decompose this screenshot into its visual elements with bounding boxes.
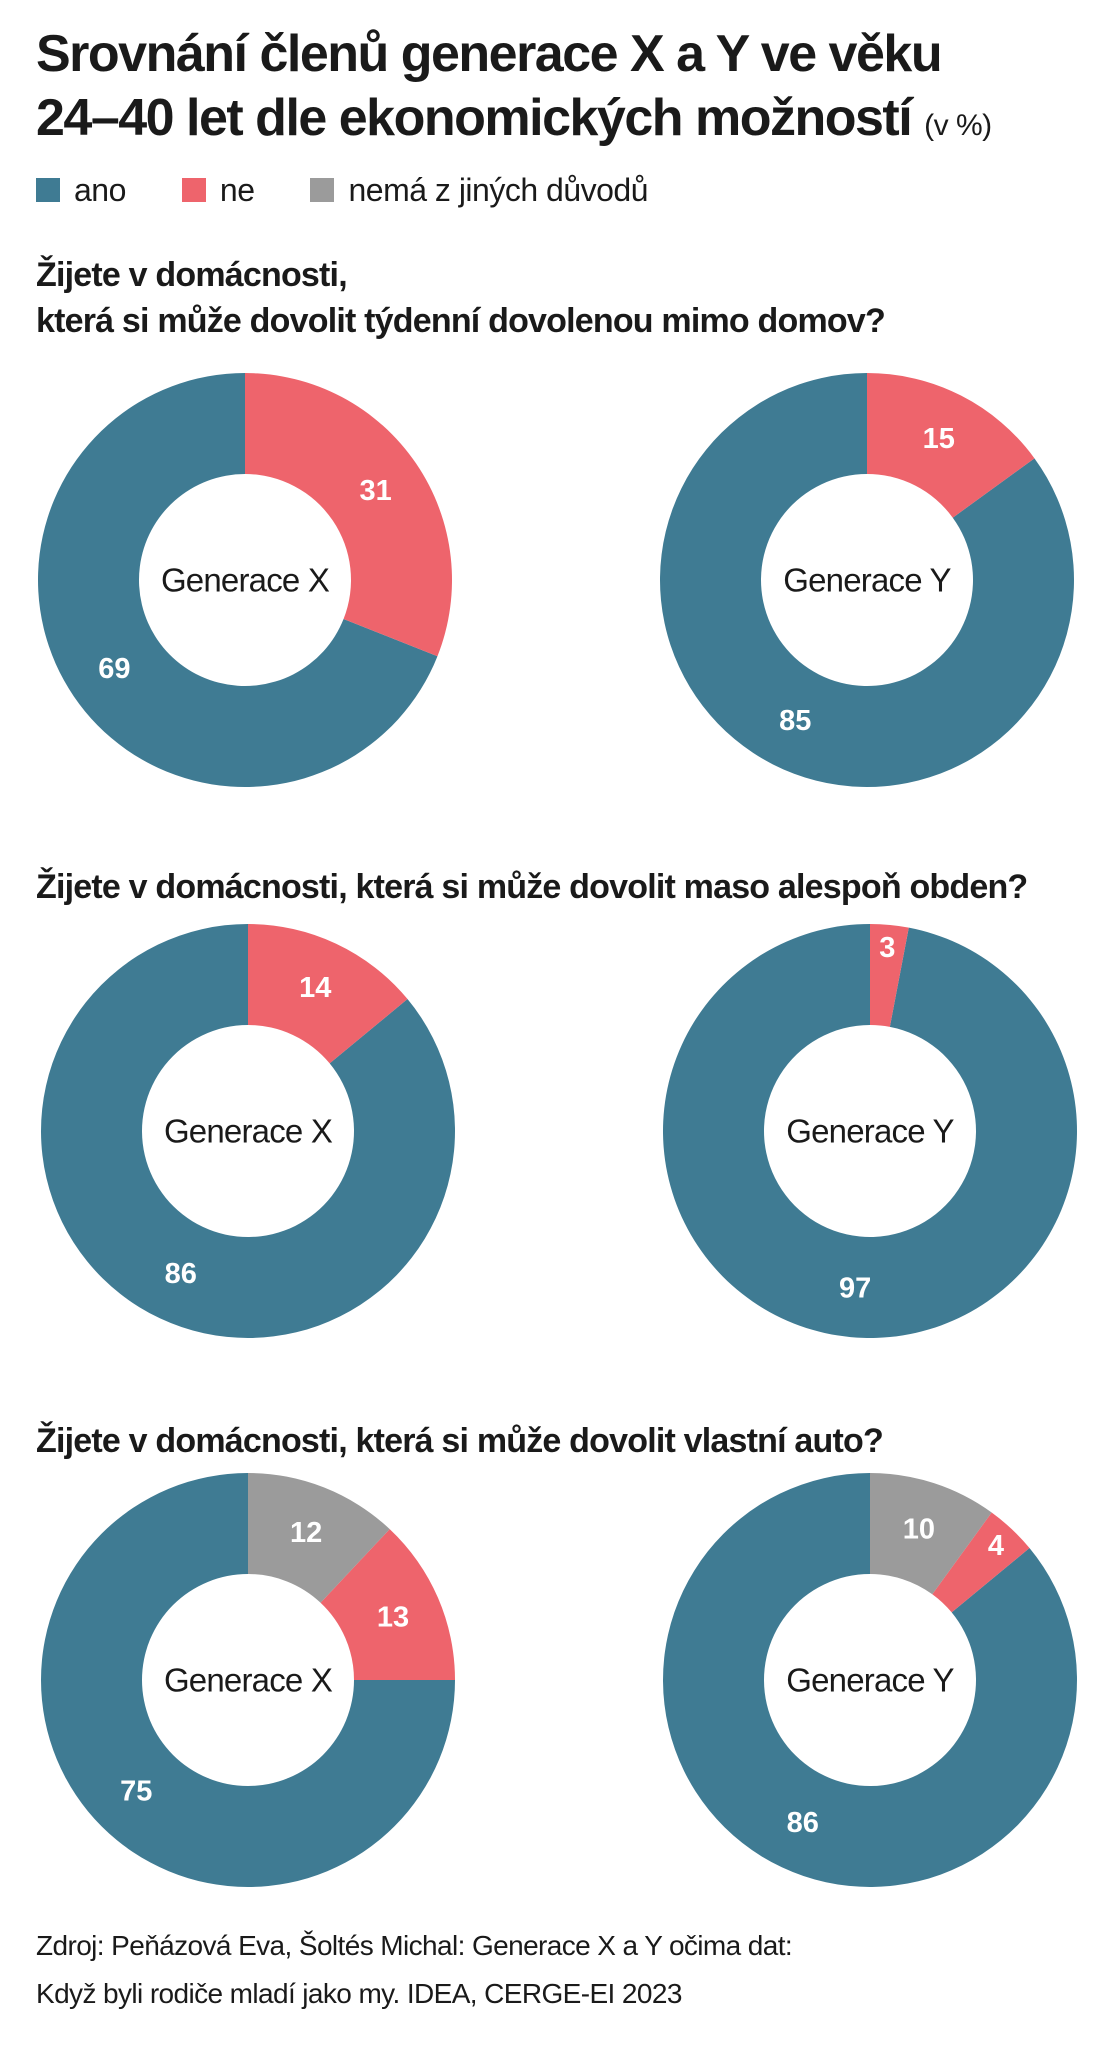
donut-center-label: Generace X bbox=[164, 1113, 333, 1150]
legend-item-ano: ano bbox=[36, 172, 126, 209]
legend: ano ne nemá z jiných důvodů bbox=[36, 170, 704, 210]
question-meat-line-1: Žijete v domácnosti, která si může dovol… bbox=[36, 868, 1028, 906]
slice-ano bbox=[660, 373, 1074, 787]
slice-ano bbox=[663, 1473, 1077, 1887]
legend-label-nema: nemá z jiných důvodů bbox=[348, 171, 648, 208]
slice-nema-z-jinych-duvodu bbox=[248, 1473, 390, 1603]
title-unit: (v %) bbox=[924, 109, 992, 142]
slice-label-ne: 15 bbox=[923, 423, 955, 455]
slice-label-ne: 14 bbox=[299, 972, 331, 1004]
slice-label-ano: 75 bbox=[120, 1776, 152, 1808]
slice-label-ne: 31 bbox=[360, 475, 392, 507]
slice-label-ano: 97 bbox=[839, 1272, 871, 1304]
title-line-2: 24–40 let dle ekonomických možností (v %… bbox=[36, 86, 1096, 158]
donut-vacation-generace-x: 69 31 Generace X bbox=[38, 373, 453, 787]
source-line-2: Když byli rodiče mladí jako my. IDEA, CE… bbox=[36, 1978, 682, 2009]
legend-label-ano: ano bbox=[74, 171, 126, 208]
legend-swatch-ano bbox=[36, 178, 60, 202]
title-line-2-text: 24–40 let dle ekonomických možností bbox=[36, 89, 913, 147]
slice-ne bbox=[320, 1529, 455, 1680]
donut-center-label: Generace Y bbox=[786, 1113, 954, 1150]
slice-label-ano: 85 bbox=[779, 705, 811, 737]
slice-label-ne: 3 bbox=[879, 932, 895, 964]
donut-car-generace-x: 75 13 12 Generace X bbox=[41, 1473, 455, 1887]
source-line-1: Zdroj: Peňázová Eva, Šoltés Michal: Gene… bbox=[36, 1930, 793, 1961]
legend-swatch-ne bbox=[181, 178, 206, 202]
slice-nema-z-jinych-duvodu bbox=[870, 1473, 992, 1595]
question-car-line-1: Žijete v domácnosti, která si může dovol… bbox=[36, 1422, 884, 1460]
donut-meat-generace-y: 97 3 Generace Y bbox=[663, 924, 1077, 1338]
slice-ano bbox=[40, 924, 455, 1338]
donut-meat-generace-x: 86 14 Generace X bbox=[40, 924, 455, 1338]
slice-ano bbox=[663, 924, 1077, 1338]
legend-item-nema: nemá z jiných důvodů bbox=[310, 172, 648, 209]
donut-center-label: Generace Y bbox=[786, 1662, 954, 1699]
donut-center-label: Generace X bbox=[164, 1662, 333, 1699]
slice-label-ne: 4 bbox=[988, 1530, 1004, 1562]
question-vacation-line-2: která si může dovolit týdenní dovolenou … bbox=[36, 302, 886, 340]
slice-label-nema-z-jinych-duvodu: 10 bbox=[903, 1514, 935, 1546]
question-vacation: Žijete v domácnosti, která si může dovol… bbox=[36, 252, 886, 344]
slice-ano bbox=[38, 373, 438, 787]
source-note: Zdroj: Peňázová Eva, Šoltés Michal: Gene… bbox=[36, 1922, 793, 2018]
donut-center-label: Generace Y bbox=[783, 562, 951, 599]
legend-item-ne: ne bbox=[181, 171, 255, 209]
title-line-1: Srovnání členů generace X a Y ve věku bbox=[36, 25, 943, 83]
slice-label-ano: 86 bbox=[787, 1807, 819, 1839]
slice-ne bbox=[245, 373, 453, 657]
slice-label-nema-z-jinych-duvodu: 12 bbox=[290, 1517, 322, 1549]
slice-ne bbox=[248, 924, 408, 1064]
donut-center-label: Generace X bbox=[161, 562, 330, 599]
legend-swatch-nema bbox=[310, 178, 335, 202]
legend-label-ne: ne bbox=[219, 171, 255, 208]
slice-ano bbox=[41, 1473, 455, 1887]
donut-vacation-generace-y: 85 15 Generace Y bbox=[660, 373, 1074, 787]
slice-ne bbox=[870, 924, 909, 1027]
question-meat: Žijete v domácnosti, která si může dovol… bbox=[36, 864, 1028, 910]
slice-ne bbox=[932, 1512, 1030, 1613]
question-car: Žijete v domácnosti, která si může dovol… bbox=[36, 1418, 884, 1464]
slice-label-ano: 86 bbox=[165, 1258, 197, 1290]
question-vacation-line-1: Žijete v domácnosti, bbox=[36, 256, 348, 294]
donut-car-generace-y: 86 4 10 Generace Y bbox=[663, 1473, 1077, 1887]
slice-label-ne: 13 bbox=[377, 1601, 409, 1633]
slice-label-ano: 69 bbox=[98, 653, 130, 685]
chart-title: Srovnání členů generace X a Y ve věku 24… bbox=[36, 22, 1096, 158]
slice-ne bbox=[867, 373, 1035, 518]
